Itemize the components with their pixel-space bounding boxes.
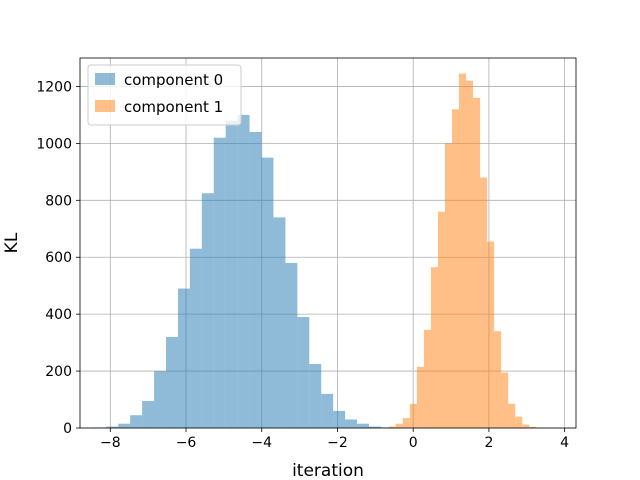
histogram-bar (430, 267, 438, 428)
histogram-bar (452, 109, 460, 428)
histogram-bar (189, 248, 202, 428)
histogram-bar (321, 393, 334, 428)
histogram-bar (395, 423, 403, 428)
y-tick-label: 600 (45, 250, 72, 266)
histogram-bar (130, 415, 143, 428)
legend-label-component-1: component 1 (124, 98, 223, 116)
x-tick-label: −2 (327, 435, 348, 451)
histogram-bar (142, 400, 155, 428)
histogram-bar (297, 317, 310, 428)
histogram-bar (508, 403, 516, 428)
legend-frame (87, 64, 242, 126)
y-tick-label: 400 (45, 307, 72, 323)
histogram-bar (201, 193, 214, 428)
histogram-bar (368, 426, 381, 428)
histogram-bar (285, 262, 298, 428)
x-tick-label: −4 (251, 435, 272, 451)
histogram-bar (261, 157, 274, 428)
histogram-bar (273, 217, 286, 428)
histogram-bar (402, 418, 410, 428)
histogram-bar (416, 366, 424, 428)
x-axis-label: iteration (292, 461, 364, 480)
histogram-bar (333, 410, 346, 428)
histogram-bar (225, 120, 238, 428)
y-tick-label: 200 (45, 364, 72, 380)
histogram-bar (515, 416, 523, 428)
histogram-bar (466, 80, 474, 429)
x-tick-label: 2 (484, 435, 493, 451)
histogram-bar (529, 426, 537, 428)
plot-frame (79, 57, 577, 429)
y-axis-label: KL (2, 232, 22, 253)
histogram-bar (473, 97, 481, 428)
histogram-bar (487, 241, 495, 428)
histogram-bar (177, 288, 190, 428)
histogram-bar (437, 211, 445, 428)
axis-ticks: −8 −6 −4 −2 0 2 4 0 200 400 600 800 1000 1200 (36, 79, 569, 451)
legend-label-component-0: component 0 (124, 71, 223, 89)
histogram-bar (118, 423, 131, 428)
histogram-bar (494, 331, 502, 428)
x-tick-label: 4 (560, 435, 569, 451)
series-component-0-bars (94, 114, 405, 428)
legend-swatch-component-0 (95, 73, 115, 85)
legend-swatch-component-1 (95, 100, 115, 112)
histogram-bar (423, 329, 431, 428)
histogram-bar (249, 132, 262, 428)
histogram-bar (154, 371, 167, 428)
histogram-bar (388, 426, 396, 428)
histogram-bar (459, 73, 467, 429)
x-tick-label: −8 (100, 435, 121, 451)
y-tick-label: 1200 (36, 79, 72, 95)
histogram-bar (522, 424, 530, 428)
y-tick-label: 0 (63, 421, 72, 437)
legend: component 0 component 1 (87, 64, 242, 126)
histogram-bar (166, 336, 178, 428)
histogram-bar (106, 426, 119, 428)
histogram-bar (480, 177, 488, 428)
histogram-bar (501, 372, 509, 428)
histogram-bar (345, 419, 358, 428)
y-tick-label: 1000 (36, 136, 72, 152)
x-tick-label: −6 (176, 435, 197, 451)
y-tick-label: 800 (45, 193, 72, 209)
histogram-bar (309, 363, 322, 428)
series-component-1-bars (381, 73, 544, 429)
histogram-bar (213, 137, 226, 428)
histogram-bar (357, 423, 369, 428)
histogram-bar (444, 143, 452, 428)
histogram-bar (409, 403, 417, 428)
histogram-bar (237, 114, 250, 428)
x-tick-label: 0 (409, 435, 418, 451)
